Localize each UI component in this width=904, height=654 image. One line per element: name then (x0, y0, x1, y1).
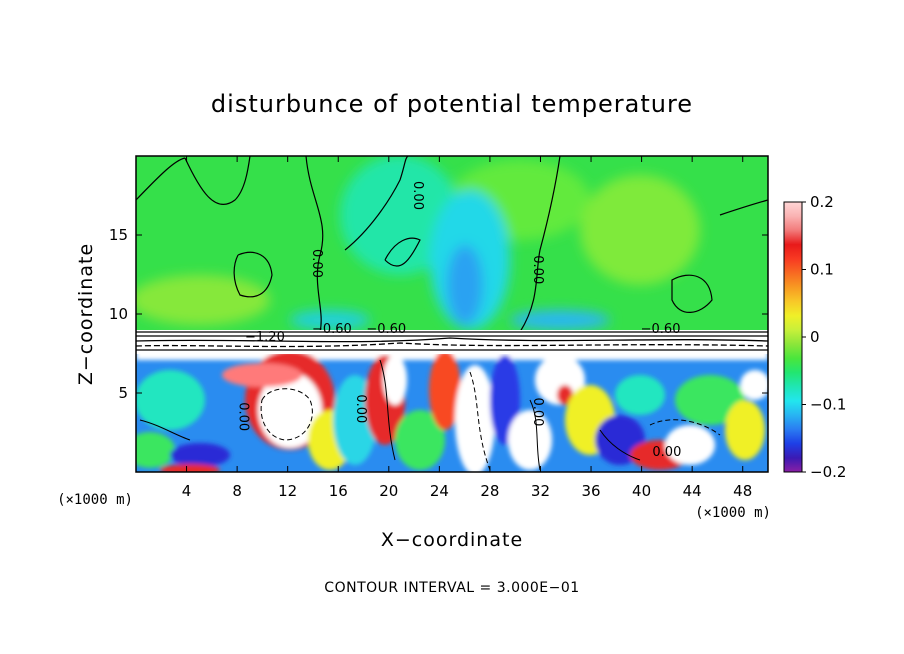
contour-label: 0.00 (530, 397, 545, 426)
contour-label: −0.60 (366, 322, 406, 337)
x-tick-label: 40 (632, 482, 651, 500)
contour-labels: −1.20 −0.60 −0.60 −0.60 0.00 0.00 0.00 0.00 0.00… (236, 181, 682, 460)
x-tick-label: 44 (683, 482, 702, 500)
y-unit-label: (×1000 m) (695, 505, 771, 521)
contour-label: −0.60 (312, 322, 352, 337)
contour-label: 0.00 (309, 249, 324, 278)
contour-label: 0.00 (652, 445, 681, 460)
x-tick-label: 8 (232, 482, 242, 500)
x-tick-label: 48 (733, 482, 752, 500)
x-axis-label: X−coordinate (381, 529, 523, 551)
x-tick-label: 24 (430, 482, 449, 500)
colorbar-tick-label: −0.2 (810, 463, 846, 481)
inversion-contours (136, 331, 768, 351)
x-ticks: 4 8 12 16 20 24 28 32 36 40 44 48 (182, 156, 752, 500)
colorbar-tick-label: −0.1 (810, 396, 846, 414)
colorbar-strip (783, 201, 803, 473)
x-tick-label: 16 (329, 482, 348, 500)
colorbar-tick-label: 0.2 (810, 193, 834, 211)
y-tick-label: 5 (118, 384, 128, 402)
contour-label: −1.20 (245, 330, 285, 345)
colorbar-ticks: 0.2 0.1 0 −0.1 −0.2 (802, 193, 846, 481)
plot-area: −1.20 −0.60 −0.60 −0.60 0.00 0.00 0.00 0.00 0.00… (136, 156, 768, 472)
contour-label: 0.00 (530, 255, 545, 284)
contour-label: 0.00 (236, 402, 251, 431)
chart-title: disturbunce of potential temperature (211, 90, 693, 118)
contour-label: 0.00 (353, 394, 368, 423)
contour-label: −0.60 (641, 322, 681, 337)
x-tick-label: 12 (278, 482, 297, 500)
x-tick-label: 32 (531, 482, 550, 500)
x-tick-label: 20 (379, 482, 398, 500)
colorbar-tick-label: 0 (810, 328, 820, 346)
contour-interval-note: CONTOUR INTERVAL = 3.000E−01 (324, 580, 579, 596)
upper-layer-shading (136, 156, 700, 330)
upper-contours (136, 156, 768, 333)
lower-contours (139, 359, 721, 471)
x-tick-label: 28 (480, 482, 499, 500)
y-ticks: 5 10 15 (109, 226, 768, 402)
x-unit-label: (×1000 m) (57, 492, 133, 508)
y-tick-label: 10 (109, 305, 128, 323)
contour-label: 0.00 (410, 181, 425, 210)
colorbar: 0.2 0.1 0 −0.1 −0.2 (783, 193, 846, 481)
y-axis-label: Z−coordinate (75, 243, 97, 385)
x-tick-label: 4 (182, 482, 192, 500)
colorbar-tick-label: 0.1 (810, 261, 834, 279)
x-tick-label: 36 (581, 482, 600, 500)
y-tick-label: 15 (109, 226, 128, 244)
